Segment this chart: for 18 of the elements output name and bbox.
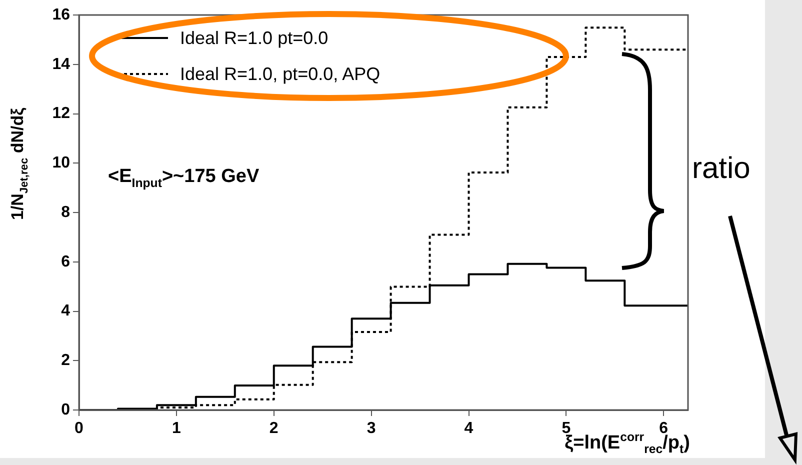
x-tick-label: 2: [269, 420, 278, 438]
y-tick-label: 16: [52, 6, 70, 24]
x-tick-label: 1: [172, 420, 181, 438]
text: ratio: [692, 152, 750, 186]
x-tick-label: 3: [366, 420, 376, 438]
y-tick-label: 10: [52, 154, 70, 172]
y-tick-label: 2: [61, 352, 70, 370]
legend-label: Ideal R=1.0 pt=0.0: [180, 28, 328, 48]
legend-label: Ideal R=1.0, pt=0.0, APQ: [180, 64, 380, 84]
y-tick-label: 12: [52, 105, 70, 122]
x-tick-label: 4: [464, 420, 474, 438]
y-tick-label: 0: [61, 401, 70, 418]
y-tick-label: 6: [61, 253, 70, 270]
y-tick-label: 4: [61, 302, 70, 320]
annotation: <E$_{Input}$>~175 GeV: [108, 166, 260, 190]
y-tick-label: 14: [52, 56, 70, 73]
x-tick-label: 0: [74, 420, 84, 438]
y-tick-label: 8: [61, 204, 70, 221]
